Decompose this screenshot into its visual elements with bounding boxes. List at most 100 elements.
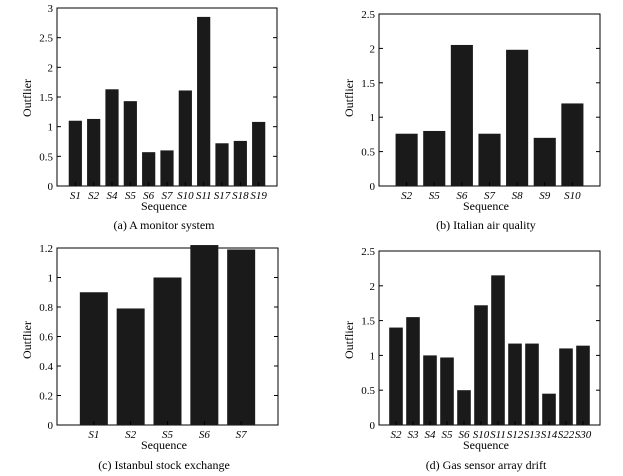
y-tick-label: 0 [370, 420, 376, 432]
x-tick-label: S17 [214, 190, 231, 202]
y-tick-label: 2 [370, 281, 376, 293]
bar-S3 [406, 317, 420, 425]
x-tick-label: S18 [232, 190, 249, 202]
bar-S14 [542, 393, 556, 425]
bar-S2 [87, 118, 101, 186]
y-tick-label: 0.2 [39, 391, 53, 403]
x-tick-label: S5 [125, 190, 137, 202]
panel-c-ylabel: Outflier [20, 321, 34, 359]
x-tick-label: S19 [250, 190, 267, 202]
bar-S7 [160, 150, 174, 186]
y-tick-label: 2 [48, 62, 54, 74]
bar-S7 [478, 133, 501, 186]
bar-S4 [105, 89, 119, 186]
bar-S2 [389, 327, 403, 425]
bar-S2 [116, 308, 145, 425]
panel-d-frame [378, 250, 601, 426]
bar-S8 [506, 49, 529, 186]
x-tick-label: S6 [459, 429, 471, 441]
panel-a-ylabel: Outflier [20, 79, 34, 117]
panel-b-ylabel: Outflier [342, 79, 356, 117]
x-tick-label: S4 [425, 429, 437, 441]
y-tick-label: 0.5 [39, 151, 53, 163]
bar-S6 [190, 245, 219, 425]
bar-S5 [153, 277, 182, 425]
x-tick-label: S2 [401, 190, 413, 202]
x-tick-label: S22 [558, 429, 575, 441]
panel-d-xlabel: Sequence [463, 438, 509, 452]
bar-S7 [227, 249, 256, 425]
y-tick-label: 1.5 [361, 78, 375, 90]
bar-S6 [450, 44, 473, 187]
bar-S9 [533, 137, 556, 186]
x-tick-label: S11 [490, 429, 506, 441]
bar-S5 [423, 130, 446, 186]
bar-S5 [440, 357, 454, 425]
x-tick-label: S6 [199, 429, 211, 441]
bar-S5 [123, 101, 137, 186]
x-tick-label: S8 [512, 190, 524, 202]
x-tick-label: S10 [177, 190, 194, 202]
x-tick-label: S1 [88, 429, 99, 441]
bar-S1 [68, 120, 82, 186]
bar-S1 [79, 292, 108, 425]
bar-S10 [178, 90, 192, 186]
y-tick-label: 1.5 [361, 316, 375, 328]
x-tick-label: S9 [539, 190, 551, 202]
bar-S2 [395, 133, 418, 186]
bar-S11 [197, 16, 211, 187]
x-tick-label: S5 [162, 429, 174, 441]
panel-a: Outflier Sequence (a) A monitor system 0… [20, 3, 278, 232]
x-tick-label: S1 [70, 190, 81, 202]
x-tick-label: S12 [507, 429, 524, 441]
x-tick-label: S30 [575, 429, 592, 441]
y-tick-label: 1 [370, 350, 376, 362]
bar-S30 [576, 345, 590, 425]
panel-b: Outflier Sequence (b) Italian air qualit… [342, 9, 601, 232]
x-tick-label: S13 [524, 429, 541, 441]
bar-S22 [559, 348, 573, 425]
y-tick-label: 0.5 [361, 147, 375, 159]
x-tick-label: S14 [541, 429, 558, 441]
bar-S12 [508, 343, 522, 425]
bar-S19 [252, 121, 266, 186]
y-tick-label: 2 [370, 43, 376, 55]
x-tick-label: S2 [125, 429, 137, 441]
y-tick-label: 1.2 [39, 243, 53, 255]
x-tick-label: S5 [442, 429, 454, 441]
x-tick-label: S7 [236, 429, 248, 441]
y-tick-label: 0 [48, 420, 54, 432]
x-tick-label: S10 [473, 429, 490, 441]
bar-S18 [233, 140, 247, 186]
bar-S10 [474, 305, 488, 425]
panel-c-xlabel: Sequence [141, 438, 187, 452]
panel-c: Outflier Sequence (c) Istanbul stock exc… [20, 243, 279, 472]
y-tick-label: 2.5 [361, 9, 375, 21]
panel-b-xlabel: Sequence [463, 199, 509, 213]
panel-a-xlabel: Sequence [141, 199, 187, 213]
panel-a-caption: (a) A monitor system [114, 218, 216, 232]
bar-S13 [525, 343, 539, 425]
x-tick-label: S11 [196, 190, 212, 202]
x-tick-label: S3 [408, 429, 420, 441]
x-tick-label: S7 [484, 190, 496, 202]
x-tick-label: S7 [162, 190, 174, 202]
bar-S11 [491, 275, 505, 425]
y-tick-label: 0 [48, 181, 54, 193]
x-tick-label: S2 [88, 190, 100, 202]
y-tick-label: 1.5 [39, 92, 53, 104]
x-tick-label: S10 [564, 190, 581, 202]
y-tick-label: 0.6 [39, 332, 53, 344]
y-tick-label: 0.8 [39, 302, 53, 314]
y-tick-label: 2.5 [39, 33, 53, 45]
y-tick-label: 0 [370, 181, 376, 193]
panel-b-caption: (b) Italian air quality [436, 218, 536, 232]
bar-S6 [142, 152, 156, 186]
bar-S6 [457, 390, 471, 425]
y-tick-label: 3 [48, 3, 54, 15]
x-tick-label: S2 [391, 429, 403, 441]
y-tick-label: 1 [370, 112, 376, 124]
y-tick-label: 1 [48, 122, 54, 134]
panel-d-ylabel: Outflier [342, 321, 356, 359]
